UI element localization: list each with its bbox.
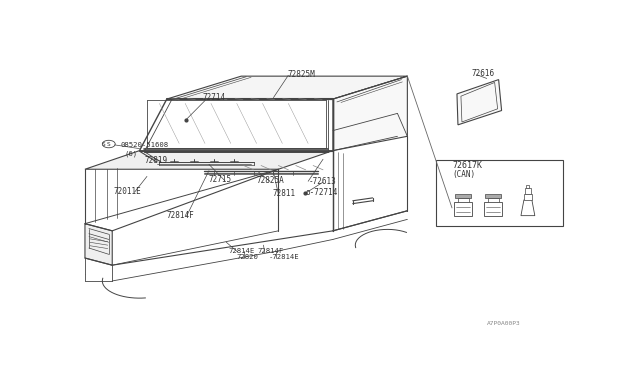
Polygon shape bbox=[85, 151, 333, 169]
Polygon shape bbox=[85, 224, 112, 265]
Bar bbox=[454, 202, 472, 216]
Text: (CAN): (CAN) bbox=[452, 170, 475, 179]
Polygon shape bbox=[333, 76, 408, 151]
Bar bbox=[484, 202, 502, 216]
Text: 08520-51608: 08520-51608 bbox=[121, 142, 169, 148]
Text: 72825A: 72825A bbox=[256, 176, 284, 185]
Text: 72714: 72714 bbox=[202, 93, 226, 102]
Text: 72814F: 72814F bbox=[257, 248, 284, 254]
Text: -72613: -72613 bbox=[309, 177, 337, 186]
Text: (6): (6) bbox=[125, 151, 138, 157]
Text: 72814E: 72814E bbox=[229, 248, 255, 254]
Bar bbox=[527, 185, 529, 189]
Bar bbox=[488, 198, 499, 202]
Bar bbox=[525, 188, 531, 193]
Text: S: S bbox=[102, 141, 106, 147]
Text: o-72714: o-72714 bbox=[306, 188, 338, 197]
Bar bbox=[436, 160, 563, 226]
Text: 72715: 72715 bbox=[209, 175, 232, 185]
Text: A7P0A00P3: A7P0A00P3 bbox=[486, 321, 520, 326]
Polygon shape bbox=[167, 76, 408, 99]
Text: 72814F: 72814F bbox=[167, 211, 195, 219]
Text: 72825M: 72825M bbox=[287, 70, 315, 79]
Text: 72819: 72819 bbox=[145, 156, 168, 165]
Text: 72820: 72820 bbox=[236, 254, 258, 260]
Text: 72616: 72616 bbox=[472, 69, 495, 78]
Text: -72814E: -72814E bbox=[269, 254, 299, 260]
Text: S: S bbox=[107, 141, 111, 147]
Text: 72811: 72811 bbox=[273, 189, 296, 198]
Polygon shape bbox=[521, 200, 535, 216]
Bar bbox=[458, 198, 469, 202]
Polygon shape bbox=[457, 80, 502, 125]
Text: 72617K: 72617K bbox=[452, 161, 482, 170]
Text: 72011E: 72011E bbox=[114, 187, 141, 196]
Bar bbox=[485, 195, 501, 198]
Bar bbox=[524, 193, 532, 200]
Bar bbox=[456, 195, 471, 198]
